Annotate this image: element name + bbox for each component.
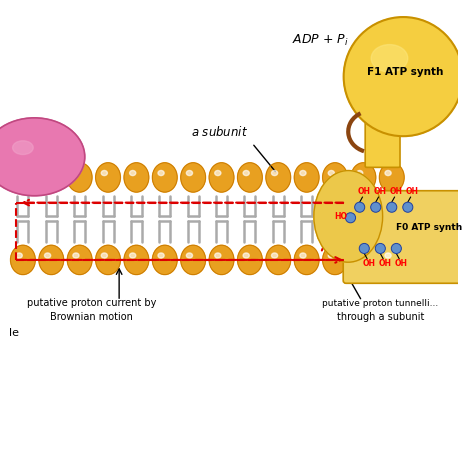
Circle shape xyxy=(403,202,413,212)
Circle shape xyxy=(392,244,401,254)
Ellipse shape xyxy=(351,163,376,192)
Text: le: le xyxy=(9,328,19,338)
Ellipse shape xyxy=(73,253,79,258)
Circle shape xyxy=(387,202,397,212)
Text: OH: OH xyxy=(390,187,403,196)
Ellipse shape xyxy=(272,171,278,175)
Ellipse shape xyxy=(328,171,334,175)
Ellipse shape xyxy=(16,253,22,258)
Ellipse shape xyxy=(186,253,192,258)
Text: F0 ATP synth: F0 ATP synth xyxy=(396,223,463,232)
Ellipse shape xyxy=(215,253,221,258)
Ellipse shape xyxy=(314,171,383,262)
Circle shape xyxy=(344,17,463,136)
Ellipse shape xyxy=(300,253,306,258)
Ellipse shape xyxy=(158,253,164,258)
Ellipse shape xyxy=(16,171,22,175)
Ellipse shape xyxy=(385,253,391,258)
FancyBboxPatch shape xyxy=(365,109,400,167)
FancyBboxPatch shape xyxy=(343,191,463,283)
Ellipse shape xyxy=(300,171,306,175)
Ellipse shape xyxy=(129,171,136,175)
Text: OH: OH xyxy=(406,187,419,196)
Ellipse shape xyxy=(209,163,234,192)
Circle shape xyxy=(375,244,385,254)
Ellipse shape xyxy=(379,163,404,192)
Text: OH: OH xyxy=(362,259,375,268)
Text: OH: OH xyxy=(358,187,371,196)
Ellipse shape xyxy=(323,163,347,192)
Ellipse shape xyxy=(39,163,64,192)
Ellipse shape xyxy=(243,253,249,258)
Ellipse shape xyxy=(186,171,192,175)
Ellipse shape xyxy=(153,245,177,274)
Ellipse shape xyxy=(215,171,221,175)
Ellipse shape xyxy=(385,171,391,175)
Ellipse shape xyxy=(294,163,319,192)
Text: HO: HO xyxy=(334,212,347,221)
Ellipse shape xyxy=(124,245,149,274)
Ellipse shape xyxy=(323,245,347,274)
Text: putative proton current by: putative proton current by xyxy=(27,299,156,309)
Text: Brownian motion: Brownian motion xyxy=(50,312,133,322)
Ellipse shape xyxy=(356,171,363,175)
Text: $a$ subunit: $a$ subunit xyxy=(191,125,248,138)
Ellipse shape xyxy=(351,245,376,274)
Text: OH: OH xyxy=(378,259,392,268)
Ellipse shape xyxy=(67,163,92,192)
Circle shape xyxy=(359,244,369,254)
Ellipse shape xyxy=(237,163,262,192)
Ellipse shape xyxy=(243,171,249,175)
Ellipse shape xyxy=(158,171,164,175)
Ellipse shape xyxy=(266,163,291,192)
Ellipse shape xyxy=(294,245,319,274)
Ellipse shape xyxy=(73,171,79,175)
Ellipse shape xyxy=(10,245,35,274)
Ellipse shape xyxy=(328,253,334,258)
Ellipse shape xyxy=(39,245,64,274)
Ellipse shape xyxy=(96,245,120,274)
Ellipse shape xyxy=(0,118,85,196)
Text: OH: OH xyxy=(394,259,408,268)
Ellipse shape xyxy=(181,245,206,274)
Ellipse shape xyxy=(124,163,149,192)
Ellipse shape xyxy=(129,253,136,258)
Ellipse shape xyxy=(101,171,108,175)
Ellipse shape xyxy=(272,253,278,258)
Ellipse shape xyxy=(101,253,108,258)
Ellipse shape xyxy=(96,163,120,192)
Text: through a subunit: through a subunit xyxy=(337,312,424,322)
Text: F1 ATP synth: F1 ATP synth xyxy=(367,67,444,77)
Ellipse shape xyxy=(237,245,262,274)
Ellipse shape xyxy=(45,171,51,175)
Ellipse shape xyxy=(356,253,363,258)
Circle shape xyxy=(371,202,381,212)
Text: putative proton tunnelli...: putative proton tunnelli... xyxy=(322,299,438,308)
Ellipse shape xyxy=(153,163,177,192)
Text: OH: OH xyxy=(374,187,387,196)
Text: ADP + P$_{\mathregular{i}}$: ADP + P$_{\mathregular{i}}$ xyxy=(292,32,349,47)
Ellipse shape xyxy=(67,245,92,274)
Ellipse shape xyxy=(181,163,206,192)
Circle shape xyxy=(346,213,356,223)
Circle shape xyxy=(355,202,365,212)
Ellipse shape xyxy=(13,141,33,155)
Ellipse shape xyxy=(266,245,291,274)
Ellipse shape xyxy=(21,167,57,192)
Ellipse shape xyxy=(379,245,404,274)
Ellipse shape xyxy=(10,163,35,192)
Ellipse shape xyxy=(371,45,408,72)
Ellipse shape xyxy=(209,245,234,274)
Ellipse shape xyxy=(45,253,51,258)
